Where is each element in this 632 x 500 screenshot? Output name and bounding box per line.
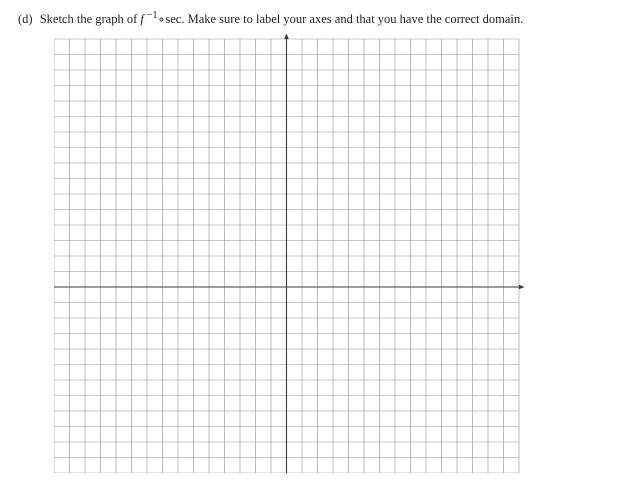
prompt-math: f −1∘sec. <box>140 12 184 26</box>
prompt-text-after: Make sure to label your axes and that yo… <box>184 12 523 26</box>
problem-prompt: (d) Sketch the graph of f −1∘sec. Make s… <box>18 10 614 27</box>
grid-svg <box>54 33 525 473</box>
prompt-text-before: Sketch the graph of <box>40 12 141 26</box>
part-label: (d) <box>18 12 33 26</box>
page-container: (d) Sketch the graph of f −1∘sec. Make s… <box>0 0 632 476</box>
graph-grid <box>54 33 519 466</box>
